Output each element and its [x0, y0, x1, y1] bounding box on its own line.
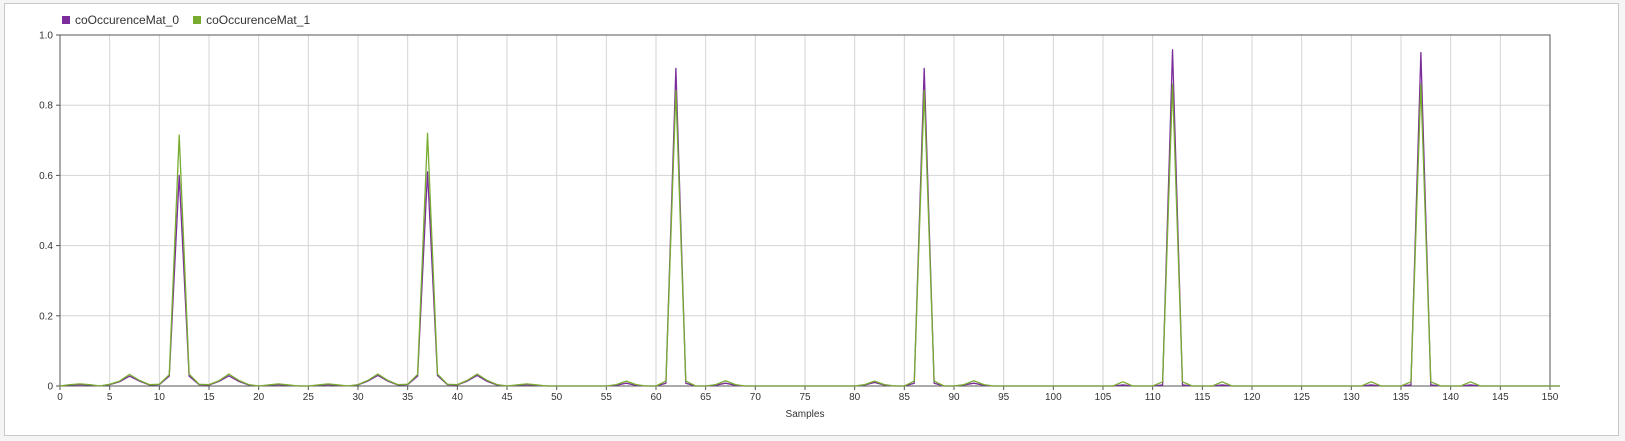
x-tick-label: 0 [57, 392, 63, 403]
x-tick-label: 15 [203, 392, 215, 403]
x-tick-label: 40 [452, 392, 464, 403]
y-tick-label: 1.0 [39, 31, 53, 42]
x-tick-label: 105 [1095, 392, 1112, 403]
x-tick-label: 110 [1145, 392, 1161, 403]
x-tick-label: 150 [1542, 392, 1559, 403]
legend-label-series-0: coOccurenceMat_0 [75, 13, 180, 27]
legend-item-series-0[interactable]: coOccurenceMat_0 [62, 13, 179, 27]
plot-window [4, 3, 1619, 436]
x-tick-label: 20 [253, 392, 265, 403]
x-tick-label: 90 [948, 392, 960, 403]
x-tick-label: 75 [799, 392, 811, 403]
y-tick-label: 0.6 [39, 171, 53, 182]
legend-swatch-series-0 [62, 16, 70, 24]
x-tick-label: 135 [1393, 392, 1410, 403]
x-axis-ticks: 0 5 10 15 20 25 30 35 40 45 50 55 60 65 70 75 80 85 90 95 10… [57, 386, 1559, 403]
x-tick-label: 5 [107, 392, 113, 403]
legend-swatch-series-1 [193, 16, 202, 24]
x-tick-label: 95 [998, 392, 1010, 403]
x-tick-label: 145 [1492, 392, 1509, 403]
x-tick-label: 55 [601, 392, 613, 403]
y-tick-label: 0 [47, 382, 53, 393]
x-tick-label: 80 [849, 392, 861, 403]
x-tick-label: 130 [1343, 392, 1360, 403]
legend: coOccurenceMat_0 coOccurenceMat_1 [62, 13, 310, 27]
x-tick-label: 50 [551, 392, 563, 403]
x-tick-label: 70 [750, 392, 762, 403]
x-tick-label: 65 [700, 392, 712, 403]
x-axis-label: Samples [786, 409, 825, 420]
y-tick-label: 0.8 [39, 101, 53, 112]
y-axis-ticks: 0 0.2 0.4 0.6 0.8 1.0 [39, 31, 60, 393]
grid-lines [59, 34, 1551, 387]
y-tick-label: 0.4 [39, 241, 53, 252]
series-line-0 [59, 49, 1560, 387]
y-tick-label: 0.2 [39, 311, 53, 322]
legend-item-series-1[interactable]: coOccurenceMat_1 [193, 13, 310, 27]
x-tick-label: 140 [1442, 392, 1459, 403]
x-tick-label: 45 [501, 392, 513, 403]
x-tick-label: 120 [1244, 392, 1261, 403]
legend-label-series-1: coOccurenceMat_1 [206, 13, 311, 27]
series-line-1 [59, 83, 1560, 387]
series-layer [59, 49, 1560, 387]
x-tick-label: 25 [303, 392, 315, 403]
x-tick-label: 100 [1045, 392, 1062, 403]
x-tick-label: 125 [1293, 392, 1310, 403]
x-tick-label: 60 [650, 392, 662, 403]
x-tick-label: 30 [352, 392, 364, 403]
x-tick-label: 35 [402, 392, 414, 403]
x-tick-label: 85 [899, 392, 911, 403]
x-tick-label: 115 [1194, 392, 1210, 403]
x-tick-label: 10 [154, 392, 166, 403]
